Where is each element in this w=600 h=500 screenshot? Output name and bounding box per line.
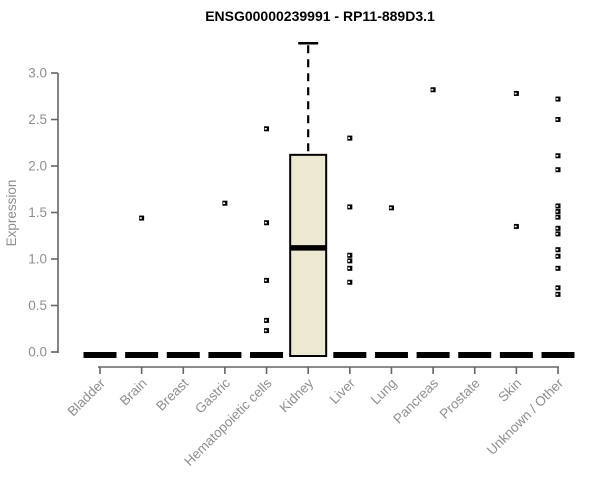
- y-tick-label: 1.5: [28, 205, 47, 220]
- outlier-point-center: [556, 233, 559, 235]
- y-axis-label: Expression: [4, 180, 19, 247]
- x-tick-label-pancreas: Pancreas: [390, 375, 441, 426]
- outlier-point-center: [264, 329, 267, 332]
- x-tick-label-prostate: Prostate: [437, 376, 483, 422]
- outlier-point-center: [556, 216, 559, 218]
- chart-title: ENSG00000239991 - RP11-889D3.1: [205, 8, 435, 24]
- y-tick-label: 0.0: [28, 345, 47, 360]
- x-tick-label-breast: Breast: [153, 375, 191, 413]
- y-tick-label: 1.0: [28, 252, 47, 267]
- x-tick-label-gastric: Gastric: [192, 375, 233, 416]
- outlier-point-center: [556, 154, 559, 157]
- x-tick-label-brain: Brain: [117, 376, 150, 409]
- outlier-point-center: [264, 319, 267, 322]
- outlier-point-center: [556, 168, 559, 171]
- y-tick-label: 2.0: [28, 159, 47, 174]
- outlier-point-center: [264, 128, 267, 130]
- outlier-point-center: [556, 210, 559, 213]
- outlier-point-center: [556, 267, 559, 270]
- plot-area: 0.0 0.5 1.0 1.5 2.0 2.5 3.0 Bladder Brain Breast G…: [28, 41, 575, 469]
- outlier-point-center: [556, 227, 559, 230]
- y-tick-label: 2.5: [28, 112, 47, 127]
- outlier-point-center: [348, 206, 351, 208]
- x-tick-label-unknown-other: Unknown / Other: [484, 375, 567, 458]
- x-tick-label-lung: Lung: [368, 376, 400, 408]
- x-tick-label-skin: Skin: [495, 376, 524, 405]
- outlier-point-center: [514, 225, 517, 228]
- outlier-point-center: [556, 255, 559, 258]
- x-tick-label-kidney: Kidney: [277, 375, 317, 415]
- outlier-point-center: [348, 267, 351, 270]
- outlier-point-center: [348, 137, 351, 139]
- outlier-point-center: [264, 221, 267, 224]
- outlier-point-center: [556, 287, 559, 289]
- outlier-point-center: [514, 92, 517, 95]
- outlier-point-center: [348, 260, 351, 262]
- outlier-point-center: [556, 293, 559, 296]
- y-tick-label: 3.0: [28, 66, 47, 81]
- outlier-point-center: [139, 217, 142, 219]
- outlier-point-center: [556, 118, 559, 121]
- outlier-point-center: [264, 279, 267, 282]
- y-tick-label: 0.5: [28, 298, 47, 313]
- box-kidney: [289, 153, 328, 357]
- x-tick-label-liver: Liver: [327, 375, 359, 407]
- outlier-point-center: [556, 98, 559, 100]
- outlier-point-center: [389, 207, 392, 209]
- outlier-point-center: [431, 88, 434, 91]
- outlier-point-center: [348, 281, 351, 284]
- x-tick-label-bladder: Bladder: [65, 375, 109, 419]
- outlier-point-center: [556, 205, 559, 207]
- outlier-point-center: [556, 248, 559, 251]
- outlier-point-center: [223, 202, 226, 204]
- outlier-point-center: [348, 254, 351, 257]
